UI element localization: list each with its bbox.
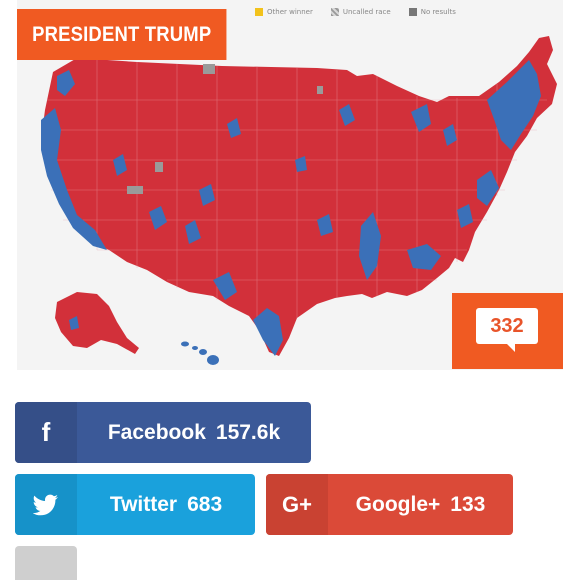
googleplus-icon: G+: [266, 474, 328, 535]
hawaii-shape: [181, 341, 219, 365]
facebook-count: 157.6k: [215, 420, 281, 444]
legend-label: Uncalled race: [342, 8, 391, 16]
us-county-map: [41, 36, 557, 365]
googleplus-count: 133: [450, 492, 486, 516]
legend-label: No results: [420, 8, 456, 16]
legend-swatch-icon: [408, 8, 417, 16]
googleplus-share-button[interactable]: G+ Google+ 133: [266, 474, 513, 535]
more-share-button[interactable]: [15, 546, 77, 580]
map-legend: Other winner Uncalled race No results: [255, 8, 456, 16]
facebook-share-text: Facebook 157.6k: [77, 421, 311, 445]
googleplus-label: Google+: [355, 492, 441, 516]
legend-item-other-winner: Other winner: [255, 8, 313, 16]
legend-item-uncalled-race: Uncalled race: [330, 8, 391, 16]
googleplus-share-text: Google+ 133: [328, 493, 513, 517]
facebook-icon: f: [15, 402, 77, 463]
twitter-share-button[interactable]: Twitter 683: [15, 474, 255, 535]
legend-swatch-icon: [255, 8, 263, 16]
election-map-image[interactable]: Other winner Uncalled race No results: [17, 0, 563, 370]
legend-label: Other winner: [267, 8, 313, 16]
twitter-share-text: Twitter 683: [77, 493, 255, 517]
comment-bubble-tail: [506, 343, 515, 352]
alaska-shape: [55, 292, 139, 354]
twitter-label: Twitter: [109, 492, 178, 516]
comment-bubble-icon: 332: [476, 308, 538, 344]
twitter-count: 683: [187, 492, 223, 516]
twitter-bird-icon: [15, 474, 77, 535]
category-badge[interactable]: PRESIDENT TRUMP: [17, 9, 227, 60]
comment-count-badge[interactable]: 332: [452, 293, 563, 369]
comment-count: 332: [490, 314, 524, 337]
facebook-share-button[interactable]: f Facebook 157.6k: [15, 402, 311, 463]
facebook-label: Facebook: [107, 420, 206, 444]
legend-item-no-results: No results: [408, 8, 456, 16]
legend-swatch-icon: [330, 8, 339, 16]
